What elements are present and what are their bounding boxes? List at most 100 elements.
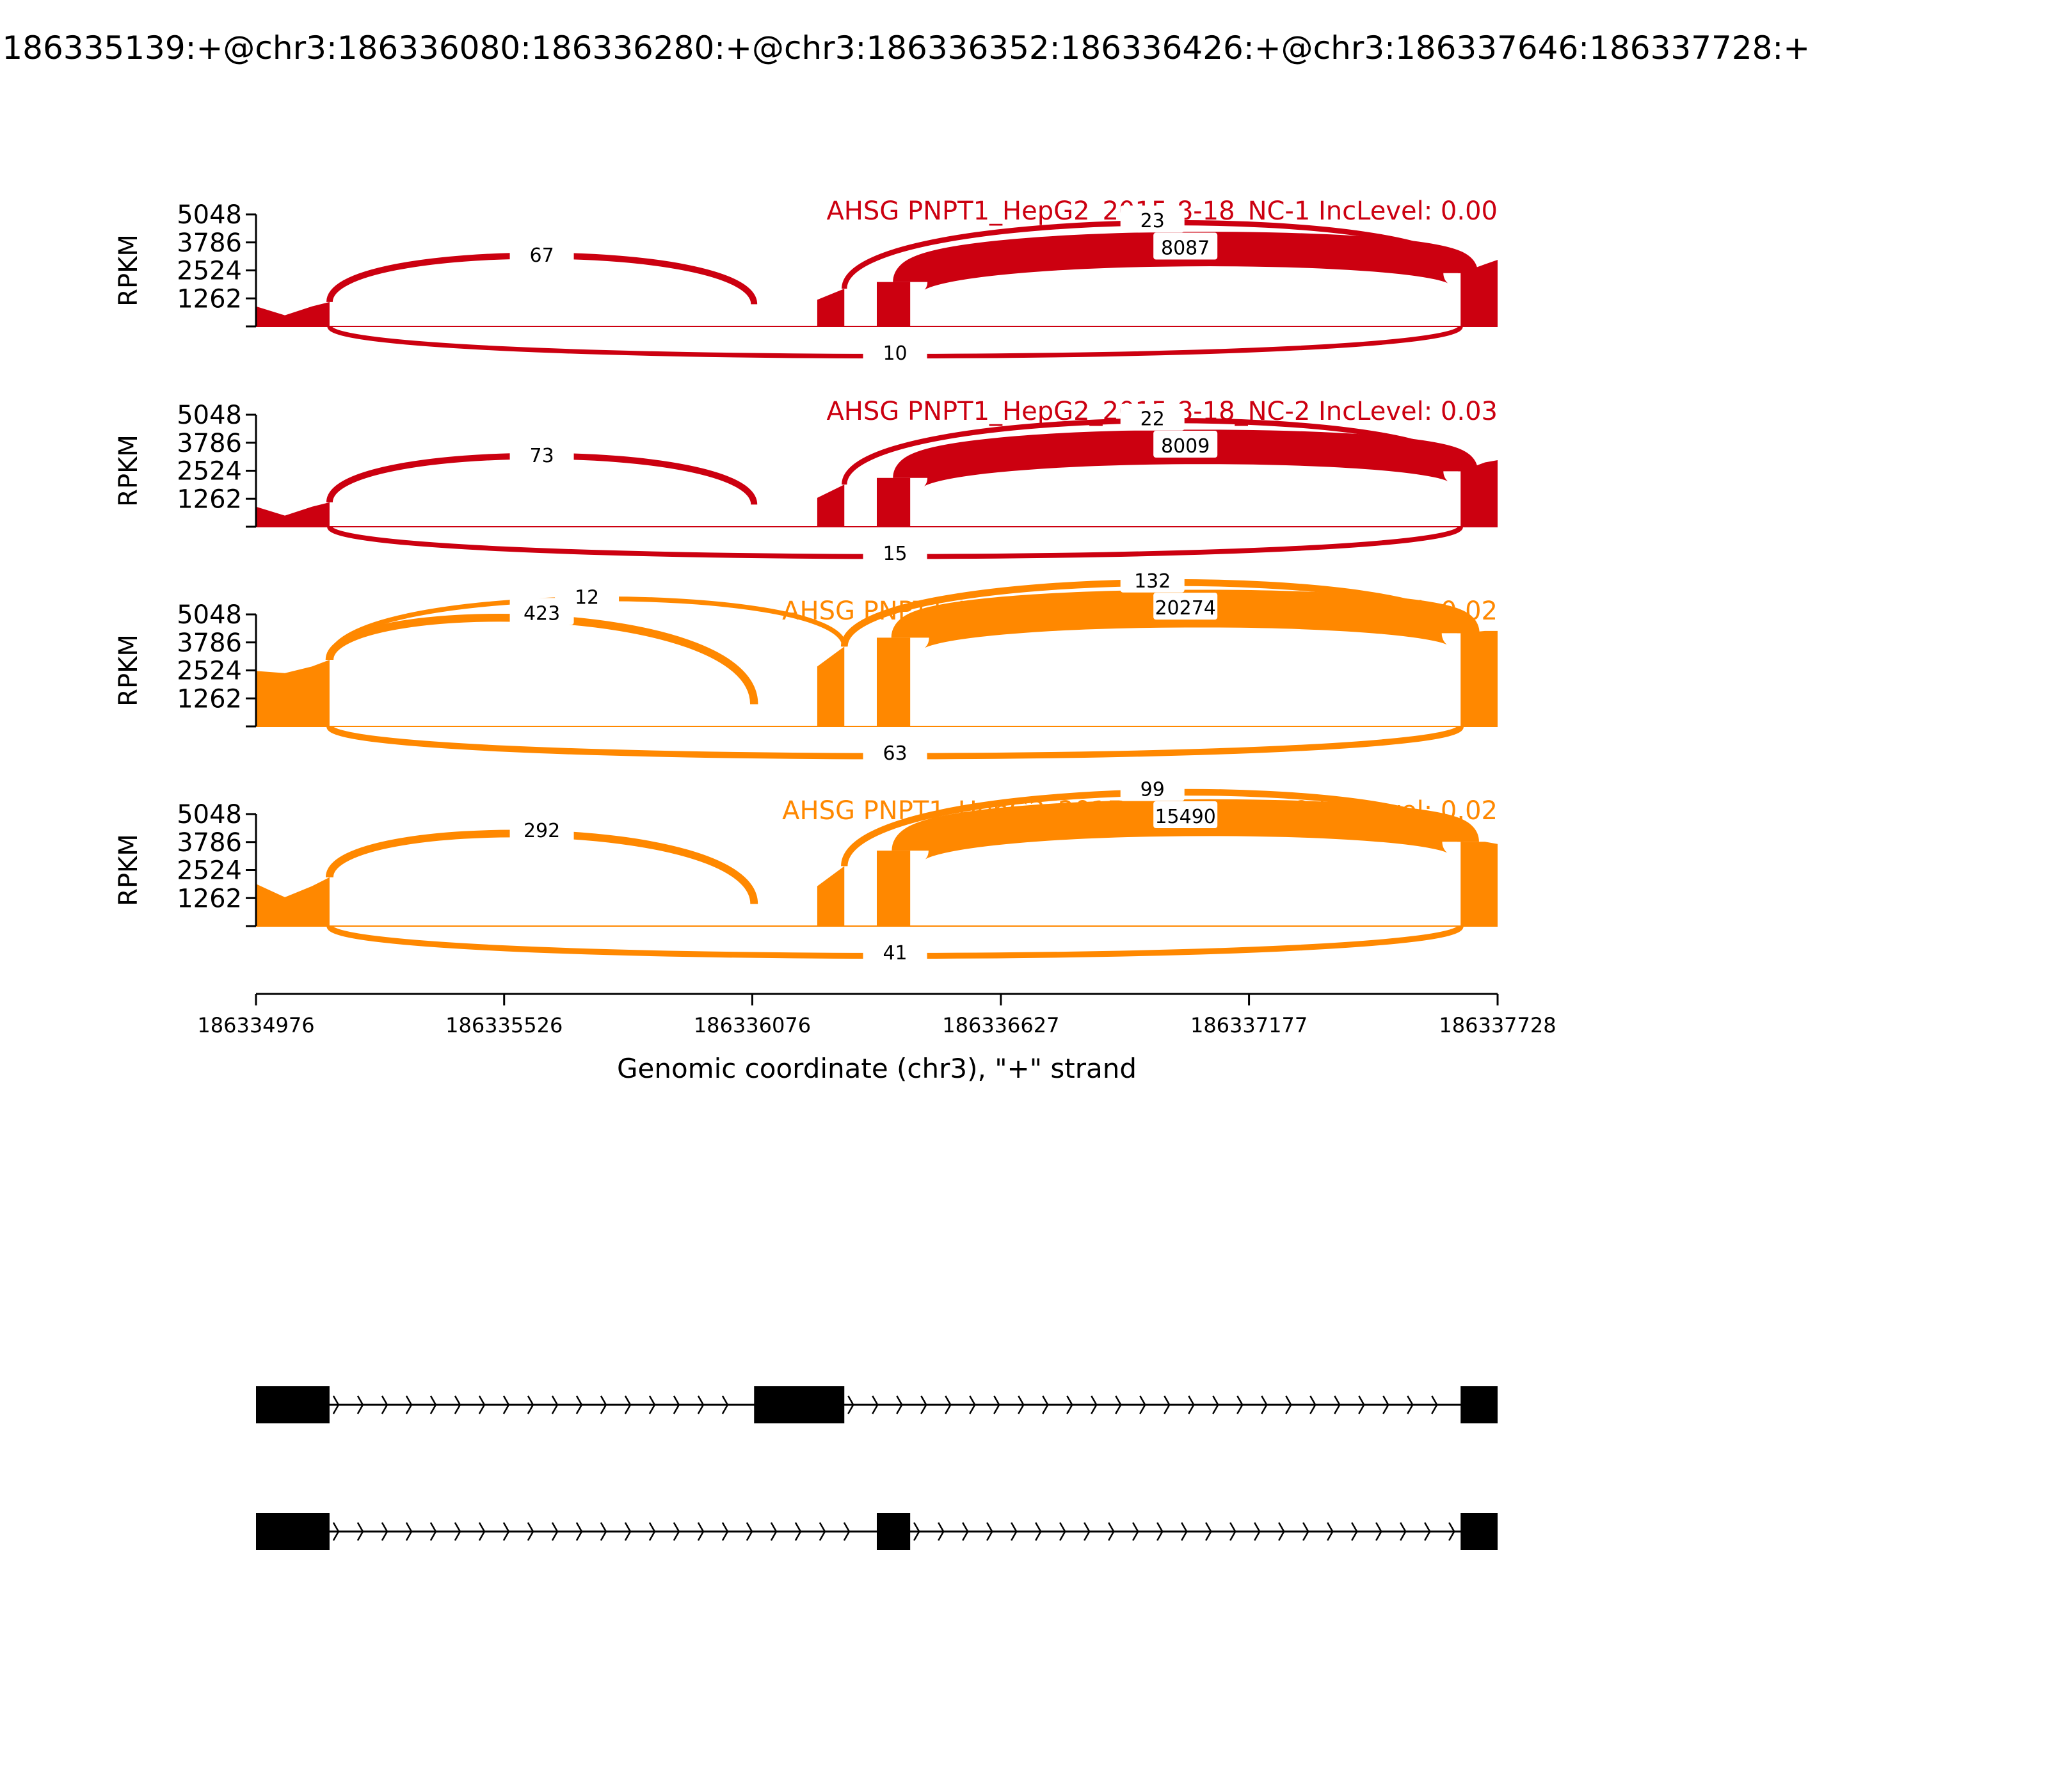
strand-arrow-icon: [847, 1395, 854, 1414]
strand-arrow-icon: [872, 1395, 879, 1414]
strand-arrow-icon: [673, 1522, 680, 1541]
junction-count: 23: [1140, 210, 1165, 232]
y-axis-label: RPKM: [114, 435, 143, 507]
strand-arrow-icon: [1382, 1395, 1389, 1414]
exon-block: [1460, 1513, 1498, 1550]
exon-block: [877, 1513, 911, 1550]
strand-arrow-icon: [356, 1395, 364, 1414]
strand-arrow-icon: [551, 1395, 559, 1414]
junction-count: 63: [883, 742, 907, 765]
junction-count: 20274: [1155, 597, 1215, 620]
strand-arrow-icon: [1091, 1395, 1098, 1414]
strand-arrow-icon: [405, 1395, 413, 1414]
strand-arrow-icon: [1285, 1395, 1292, 1414]
y-tick-label: 3786: [177, 429, 242, 458]
coverage-area: [256, 259, 1498, 326]
strand-arrow-icon: [1400, 1522, 1407, 1541]
strand-arrow-icon: [1164, 1395, 1171, 1414]
junction-count: 15: [883, 543, 907, 565]
y-axis-label: RPKM: [114, 234, 143, 307]
strand-arrow-icon: [381, 1395, 388, 1414]
strand-arrow-icon: [1115, 1395, 1122, 1414]
junction-count-bg: [509, 440, 574, 468]
y-tick-label: 3786: [177, 228, 242, 258]
y-tick-label: 5048: [177, 200, 242, 230]
junction-count-bg: [509, 815, 574, 842]
strand-arrow-icon: [356, 1522, 364, 1541]
junction-arc: [325, 829, 758, 904]
strand-arrow-icon: [478, 1522, 486, 1541]
strand-arrow-icon: [600, 1522, 607, 1541]
y-tick-label: 1262: [177, 284, 242, 314]
junction-count: 132: [1134, 570, 1171, 593]
strand-arrow-icon: [332, 1395, 340, 1414]
strand-arrow-icon: [405, 1522, 413, 1541]
strand-arrow-icon: [478, 1395, 486, 1414]
junction-count-bg: [863, 338, 927, 365]
strand-arrow-icon: [1156, 1522, 1164, 1541]
strand-arrow-icon: [527, 1395, 534, 1414]
strand-arrow-icon: [1327, 1522, 1334, 1541]
strand-arrow-icon: [1059, 1522, 1066, 1541]
junction-count-bg: [1153, 232, 1218, 260]
strand-arrow-icon: [1302, 1522, 1309, 1541]
strand-arrow-icon: [1261, 1395, 1268, 1414]
y-tick-label: 2524: [177, 257, 242, 286]
strand-arrow-icon: [819, 1522, 826, 1541]
strand-arrow-icon: [938, 1522, 945, 1541]
strand-arrow-icon: [1431, 1395, 1438, 1414]
x-tick-label: 186334976: [197, 1013, 314, 1037]
junction-count: 12: [575, 586, 599, 609]
isoform-1: [256, 1386, 1498, 1423]
strand-arrow-icon: [993, 1395, 1000, 1414]
y-tick-label: 2524: [177, 657, 242, 686]
strand-arrow-icon: [429, 1522, 437, 1541]
exon-block: [1460, 1386, 1498, 1423]
strand-arrow-icon: [1309, 1395, 1316, 1414]
junction-arc: [325, 614, 758, 705]
junction-count: 41: [883, 942, 907, 964]
strand-arrow-icon: [381, 1522, 388, 1541]
strand-arrow-icon: [920, 1395, 927, 1414]
strand-arrow-icon: [1358, 1395, 1365, 1414]
strand-arrow-icon: [969, 1395, 976, 1414]
strand-arrow-icon: [746, 1522, 753, 1541]
strand-arrow-icon: [648, 1522, 656, 1541]
strand-arrow-icon: [1139, 1395, 1146, 1414]
exon-block: [754, 1386, 845, 1423]
exon-block: [256, 1513, 330, 1550]
strand-arrow-icon: [1181, 1522, 1188, 1541]
y-tick-label: 5048: [177, 600, 242, 630]
strand-arrow-icon: [551, 1522, 559, 1541]
junction-count: 10: [883, 342, 907, 365]
strand-arrow-icon: [1407, 1395, 1414, 1414]
strand-arrow-icon: [527, 1522, 534, 1541]
junction-count: 8087: [1161, 237, 1210, 260]
y-axis-label: RPKM: [114, 834, 143, 906]
strand-arrow-icon: [575, 1395, 583, 1414]
strand-arrow-icon: [332, 1522, 340, 1541]
strand-arrow-icon: [697, 1522, 705, 1541]
y-tick-label: 2524: [177, 457, 242, 486]
strand-arrow-icon: [1375, 1522, 1382, 1541]
strand-arrow-icon: [1351, 1522, 1358, 1541]
strand-arrow-icon: [1084, 1522, 1091, 1541]
strand-arrow-icon: [1254, 1522, 1261, 1541]
junction-count-bg: [1153, 801, 1218, 828]
y-tick-label: 1262: [177, 684, 242, 714]
junction-count-bg: [509, 240, 574, 268]
junction-count-bg: [509, 598, 574, 625]
strand-arrow-icon: [896, 1395, 903, 1414]
exon-block: [256, 1386, 330, 1423]
x-axis: 186334976 186335526 186336076 186336627 1863…: [197, 993, 1556, 1037]
y-tick-label: 5048: [177, 800, 242, 829]
strand-arrow-icon: [454, 1395, 461, 1414]
junction-count: 67: [529, 244, 554, 267]
junction-count: 99: [1140, 779, 1165, 801]
strand-arrow-icon: [721, 1522, 729, 1541]
strand-arrow-icon: [1334, 1395, 1341, 1414]
coverage-area: [256, 460, 1498, 527]
